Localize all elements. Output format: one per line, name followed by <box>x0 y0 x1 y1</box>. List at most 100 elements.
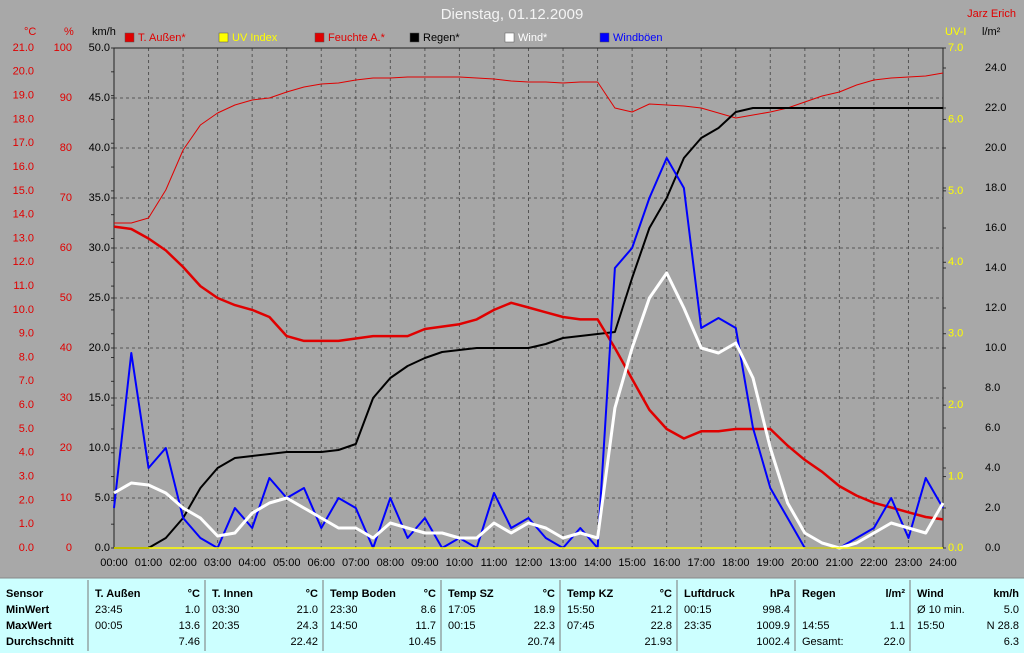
y-tick-label: 6.0 <box>985 422 1000 434</box>
cell-value: 11.7 <box>415 620 436 632</box>
table-background <box>0 578 1024 653</box>
y-tick-label: 5.0 <box>948 185 963 197</box>
chart-title: Dienstag, 01.12.2009 <box>441 6 584 23</box>
y-tick-label: 7.0 <box>948 42 963 54</box>
y-tick-label: 40.0 <box>89 142 110 154</box>
y-tick-label: 4.0 <box>985 462 1000 474</box>
x-tick-label: 06:00 <box>307 557 335 569</box>
y-tick-label: 8.0 <box>19 351 34 363</box>
series-line <box>113 225 944 521</box>
column-unit: °C <box>188 588 200 600</box>
x-tick-label: 14:00 <box>584 557 612 569</box>
y-tick-label: 20 <box>60 442 72 454</box>
x-tick-label: 05:00 <box>273 557 301 569</box>
row-label: MinWert <box>6 604 50 616</box>
cell-value: 21.2 <box>651 604 672 616</box>
cell-time: 15:50 <box>567 604 595 616</box>
legend-label: Windböen <box>613 32 663 44</box>
axis-unit: °C <box>24 26 36 38</box>
author: Jarz Erich <box>967 8 1016 20</box>
cell-time: 14:55 <box>802 620 830 632</box>
x-tick-label: 23:00 <box>895 557 923 569</box>
y-tick-label: 10 <box>60 492 72 504</box>
cell-value: 1.0 <box>185 604 200 616</box>
legend-label: UV Index <box>232 32 278 44</box>
column-name: Regen <box>802 588 836 600</box>
axis-unit: km/h <box>92 26 116 38</box>
y-tick-label: 17.0 <box>13 137 34 149</box>
cell-value: 7.46 <box>179 636 200 648</box>
y-tick-label: 10.0 <box>985 342 1006 354</box>
column-name: T. Innen <box>212 588 253 600</box>
cell-value: 1.1 <box>890 620 905 632</box>
y-tick-label: 12.0 <box>13 256 34 268</box>
cell-value: 22.8 <box>651 620 672 632</box>
y-tick-label: 22.0 <box>985 102 1006 114</box>
cell-value: 1002.4 <box>756 636 790 648</box>
cell-value: 1009.9 <box>756 620 790 632</box>
cell-value: 8.6 <box>421 604 436 616</box>
y-tick-label: 9.0 <box>19 328 34 340</box>
y-tick-label: 3.0 <box>19 470 34 482</box>
y-tick-label: 5.0 <box>95 492 110 504</box>
y-tick-label: 19.0 <box>13 90 34 102</box>
x-tick-label: 22:00 <box>860 557 888 569</box>
cell-value: 13.6 <box>179 620 200 632</box>
y-tick-label: 24.0 <box>985 62 1006 74</box>
legend-swatch <box>218 32 229 43</box>
legend-label: Wind* <box>518 32 548 44</box>
legend-swatch <box>409 32 420 43</box>
y-tick-label: 7.0 <box>19 375 34 387</box>
row-label: MaxWert <box>6 620 52 632</box>
column-unit: hPa <box>770 588 791 600</box>
column-name: Temp KZ <box>567 588 614 600</box>
cell-value: 24.3 <box>297 620 318 632</box>
y-tick-label: 4.0 <box>19 447 34 459</box>
cell-value: 20.74 <box>527 636 555 648</box>
cell-value: 21.93 <box>644 636 672 648</box>
y-tick-label: 12.0 <box>985 302 1006 314</box>
x-tick-label: 07:00 <box>342 557 370 569</box>
legend-swatch <box>504 32 515 43</box>
legend-label: Feuchte A.* <box>328 32 386 44</box>
y-tick-label: 16.0 <box>13 161 34 173</box>
column-unit: l/m² <box>885 588 905 600</box>
x-tick-label: 11:00 <box>481 557 508 569</box>
y-tick-label: 70 <box>60 192 72 204</box>
cell-time: 20:35 <box>212 620 240 632</box>
column-name: T. Außen <box>95 588 141 600</box>
x-tick-label: 04:00 <box>238 557 266 569</box>
column-name: Wind <box>917 588 944 600</box>
y-tick-label: 15.0 <box>89 392 110 404</box>
y-tick-label: 8.0 <box>985 382 1000 394</box>
y-tick-label: 20.0 <box>89 342 110 354</box>
y-tick-label: 1.0 <box>19 518 34 530</box>
x-tick-label: 20:00 <box>791 557 819 569</box>
y-tick-label: 14.0 <box>13 209 34 221</box>
y-tick-label: 21.0 <box>13 42 34 54</box>
y-tick-label: 0.0 <box>19 542 34 554</box>
y-tick-label: 5.0 <box>19 423 34 435</box>
x-tick-label: 18:00 <box>722 557 750 569</box>
cell-value: 22.42 <box>290 636 318 648</box>
row-label: Durchschnitt <box>6 636 74 648</box>
cell-time: 23:35 <box>684 620 712 632</box>
y-tick-label: 3.0 <box>948 328 963 340</box>
cell-time: Gesamt: <box>802 636 844 648</box>
column-name: Luftdruck <box>684 588 736 600</box>
y-tick-label: 30 <box>60 392 72 404</box>
legend-swatch <box>599 32 610 43</box>
x-tick-label: 02:00 <box>169 557 197 569</box>
y-tick-label: 0.0 <box>948 542 963 554</box>
y-tick-label: 50 <box>60 292 72 304</box>
stats-table: Sensor MinWert MaxWert Durchschnitt T. Außen… <box>6 580 1019 651</box>
cell-time: 00:15 <box>448 620 476 632</box>
cell-value: N 28.8 <box>987 620 1019 632</box>
x-tick-label: 17:00 <box>687 557 715 569</box>
cell-time: 17:05 <box>448 604 476 616</box>
column-name: Temp Boden <box>330 588 396 600</box>
legend-label: T. Außen* <box>138 32 186 44</box>
y-tick-label: 1.0 <box>948 470 963 482</box>
cell-value: 6.3 <box>1004 636 1019 648</box>
